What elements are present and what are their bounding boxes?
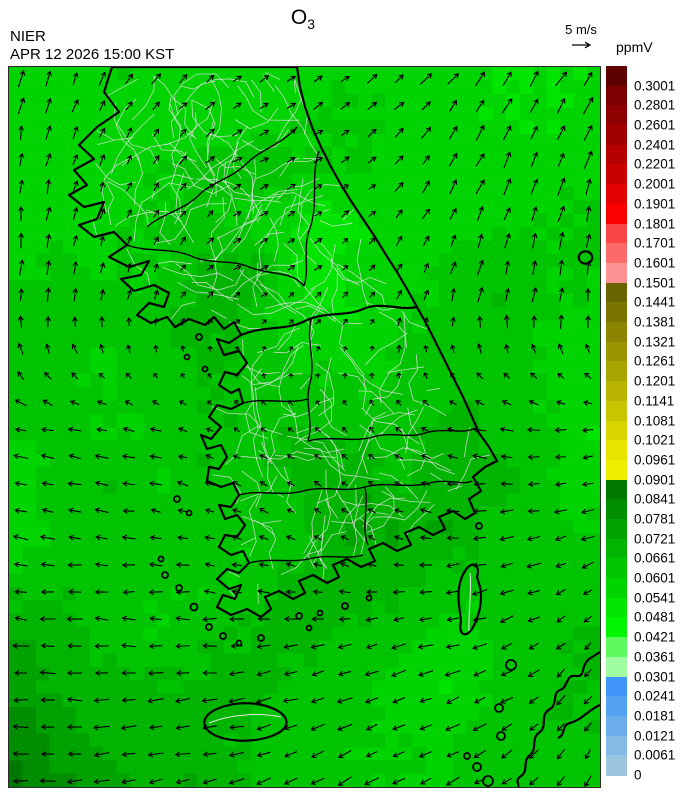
colorbar-label: 0.0061 [634, 747, 676, 763]
colorbar-label: 0.2201 [634, 156, 676, 172]
colorbar-label: 0.1441 [634, 294, 676, 310]
colorbar-label: 0 [634, 767, 642, 783]
colorbar-label: 0.1021 [634, 432, 676, 448]
colorbar-label: 0.0241 [634, 688, 676, 704]
colorbar: 0.3001 0.2801 0.2601 0.2401 0.2201 0.2001 0.19… [606, 66, 692, 783]
colorbar-label: 0.0841 [634, 491, 676, 507]
colorbar-label: 0.2401 [634, 137, 676, 153]
colorbar-segment [606, 558, 627, 579]
colorbar-label: 0.1901 [634, 196, 676, 212]
colorbar-label: 0.0601 [634, 570, 676, 586]
colorbar-segment [606, 361, 627, 382]
colorbar-segment [606, 282, 627, 303]
colorbar-label: 0.0541 [634, 590, 676, 606]
map-canvas [9, 67, 600, 787]
colorbar-label: 0.0961 [634, 452, 676, 468]
colorbar-segment [606, 499, 627, 520]
o3-concentration-map [8, 66, 601, 788]
colorbar-label: 0.0361 [634, 649, 676, 665]
colorbar-segment [606, 459, 627, 481]
colorbar-label: 0.2601 [634, 117, 676, 133]
colorbar-segment [606, 597, 627, 619]
colorbar-segment [606, 243, 627, 264]
title-species: O [290, 6, 308, 29]
colorbar-segment [606, 755, 627, 776]
colorbar-segment [606, 676, 627, 697]
colorbar-segment [606, 381, 627, 402]
colorbar-label: 0.0481 [634, 609, 676, 625]
colorbar-segment [606, 125, 627, 146]
colorbar-label: 0.1801 [634, 216, 676, 232]
colorbar-label: 0.1701 [634, 235, 676, 251]
colorbar-label: 0.0781 [634, 511, 676, 527]
colorbar-label: 0.1141 [634, 393, 675, 409]
colorbar-segment [606, 400, 627, 422]
colorbar-segment [606, 715, 627, 737]
wind-scale-label: 5 m/s [565, 22, 597, 37]
colorbar-segment [606, 322, 627, 343]
unit-label: ppmV [616, 39, 653, 55]
colorbar-segment [606, 696, 627, 717]
colorbar-label: 0.0421 [634, 629, 676, 645]
colorbar-label: 0.0301 [634, 669, 676, 685]
colorbar-label: 0.1601 [634, 255, 676, 271]
colorbar-segment [606, 518, 627, 540]
agency-label: NIER [10, 28, 46, 45]
colorbar-segment [606, 105, 627, 126]
title-species-subscript: 3 [307, 16, 316, 33]
colorbar-segment [606, 617, 627, 638]
datetime-label: APR 12 2026 15:00 KST [10, 46, 175, 63]
colorbar-segment [606, 637, 627, 658]
page-title: O3 [291, 6, 315, 32]
colorbar-segment [606, 420, 627, 441]
colorbar-segment [606, 144, 627, 166]
colorbar-label: 0.2801 [634, 97, 676, 113]
colorbar-label: 0.0181 [634, 708, 676, 724]
colorbar-segment [606, 440, 627, 461]
colorbar-label: 0.3001 [634, 78, 676, 94]
colorbar-label: 0.1081 [634, 413, 676, 428]
colorbar-label: 0.0121 [634, 728, 676, 744]
colorbar-segment [606, 66, 627, 87]
colorbar-segment [606, 735, 627, 756]
colorbar-segment [606, 578, 627, 599]
wind-scale-arrow-icon [566, 38, 596, 56]
colorbar-label: 0.1321 [634, 334, 676, 350]
colorbar-segment [606, 184, 627, 205]
colorbar-segment [606, 85, 627, 106]
colorbar-label: 0.1201 [634, 373, 676, 389]
colorbar-segment [606, 203, 627, 225]
colorbar-segment [606, 302, 627, 323]
colorbar-segment [606, 262, 627, 284]
colorbar-segment [606, 341, 627, 362]
colorbar-label: 0.1261 [634, 353, 676, 369]
colorbar-label: 0.1501 [634, 275, 676, 291]
colorbar-label: 0.0661 [634, 550, 676, 566]
colorbar-segment [606, 223, 627, 244]
colorbar-label: 0.0901 [634, 472, 676, 488]
colorbar-segment [606, 479, 627, 500]
colorbar-label: 0.0721 [634, 531, 676, 547]
colorbar-segment [606, 656, 627, 678]
colorbar-label: 0.2001 [634, 176, 676, 192]
colorbar-segment [606, 538, 627, 559]
colorbar-segment [606, 164, 627, 185]
colorbar-label: 0.1381 [634, 314, 676, 330]
